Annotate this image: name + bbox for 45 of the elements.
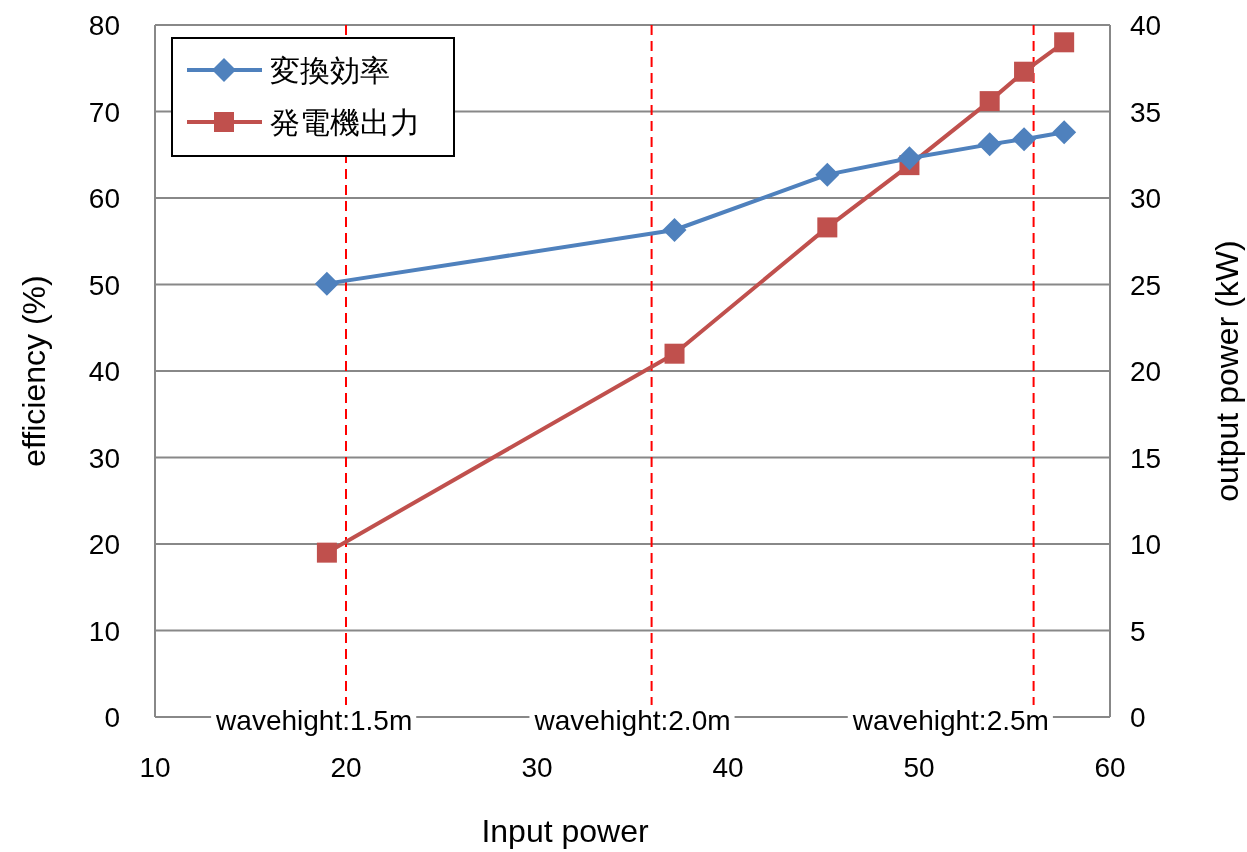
y-tick-label: 80 xyxy=(88,10,120,41)
point xyxy=(1012,127,1037,152)
legend-label: 変換効率 xyxy=(270,54,390,87)
y-tick-label: 40 xyxy=(88,356,120,387)
point xyxy=(897,146,922,171)
y2-tick-label: 15 xyxy=(1130,442,1162,474)
point xyxy=(977,132,1002,157)
x-tick-label: 20 xyxy=(330,752,362,783)
y2-tick-label: 40 xyxy=(1130,10,1162,41)
annotation: wavehight:1.5m xyxy=(215,705,413,736)
y-tick-label: 20 xyxy=(88,529,120,560)
x-tick-label: 50 xyxy=(903,752,935,783)
y2-tick-label: 20 xyxy=(1130,356,1162,387)
y-tick-label: 0 xyxy=(104,702,120,733)
x-tick-label: 60 xyxy=(1094,752,1126,783)
point xyxy=(979,91,1000,112)
y2-tick-label: 35 xyxy=(1130,96,1162,128)
x-axis-title: Input power xyxy=(481,813,649,849)
y-tick-label: 10 xyxy=(88,615,120,647)
point xyxy=(1014,61,1035,82)
point xyxy=(662,218,687,243)
point xyxy=(1054,32,1075,53)
point xyxy=(817,217,838,238)
x-tick-label: 10 xyxy=(139,752,171,783)
y2-tick-label: 5 xyxy=(1130,615,1146,647)
y2-axis-title: output power (kW) xyxy=(1209,240,1245,502)
point xyxy=(1052,120,1077,145)
x-tick-label: 40 xyxy=(712,752,744,783)
y-axis-title: efficiency (%) xyxy=(16,275,52,467)
annotation: wavehight:2.5m xyxy=(851,705,1049,736)
y-tick-label: 60 xyxy=(88,183,120,214)
point xyxy=(314,271,339,296)
y-tick-label: 70 xyxy=(88,96,120,128)
y2-tick-label: 0 xyxy=(1130,702,1146,733)
y-tick-label: 30 xyxy=(88,442,120,474)
y2-tick-label: 10 xyxy=(1130,529,1162,560)
point xyxy=(664,343,685,364)
point xyxy=(316,542,337,563)
y2-tick-label: 30 xyxy=(1130,183,1162,214)
y-tick-label: 50 xyxy=(88,269,120,301)
y2-tick-label: 25 xyxy=(1130,269,1162,301)
legend-label: 発電機出力 xyxy=(270,106,420,139)
annotation: wavehight:2.0m xyxy=(533,705,731,736)
point xyxy=(815,162,840,187)
x-tick-label: 30 xyxy=(521,752,553,783)
